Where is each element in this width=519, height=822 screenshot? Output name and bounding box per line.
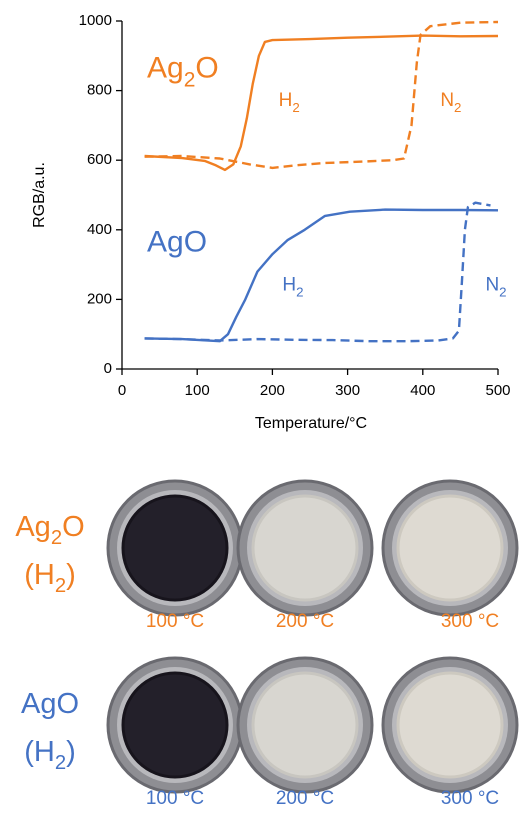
- photo-sample: [253, 673, 357, 777]
- photo-sample: [123, 496, 227, 600]
- y-tick-label: 600: [87, 151, 112, 168]
- x-tick-label: 0: [118, 382, 126, 399]
- annotation: H2: [279, 90, 300, 115]
- temperature-label: 100 °C: [146, 788, 204, 809]
- temperature-label: 300 °C: [441, 611, 499, 632]
- text-run: N: [440, 90, 454, 111]
- subscript: 2: [499, 284, 506, 299]
- temperature-label: 100 °C: [146, 611, 204, 632]
- text-run: AgO: [21, 688, 79, 720]
- x-tick-label: 200: [260, 382, 285, 399]
- y-tick-label: 800: [87, 82, 112, 99]
- text-run: H: [279, 90, 293, 111]
- y-tick-label: 400: [87, 221, 112, 238]
- text-run: O: [62, 511, 85, 543]
- temperature-label: 200 °C: [276, 611, 334, 632]
- subscript: 2: [292, 100, 299, 115]
- subscript: 2: [51, 527, 62, 549]
- row-label: AgO: [21, 688, 79, 720]
- photo-sample: [398, 673, 502, 777]
- row-label: (H2): [24, 736, 76, 775]
- subscript: 2: [184, 69, 196, 92]
- temperature-label: 300 °C: [441, 788, 499, 809]
- row-label: Ag2O: [15, 511, 84, 550]
- y-tick-label: 0: [104, 360, 112, 377]
- text-run: (H: [24, 736, 55, 768]
- y-tick-label: 1000: [79, 12, 112, 29]
- x-tick-label: 100: [185, 382, 210, 399]
- annotation: N2: [485, 274, 506, 299]
- x-axis-label: Temperature/°C: [255, 415, 367, 432]
- temperature-label: 200 °C: [276, 788, 334, 809]
- annotation: AgO: [147, 226, 207, 259]
- y-axis-label: RGB/a.u.: [31, 162, 48, 228]
- figure: Temperature/°C RGB/a.u. 0 200 400 600 800 100…: [0, 0, 519, 822]
- photo-sample: [123, 673, 227, 777]
- text-run: O: [195, 52, 218, 85]
- text-run: Ag: [15, 511, 50, 543]
- x-tick-label: 500: [485, 382, 510, 399]
- subscript: 2: [55, 575, 66, 597]
- photo-sample: [253, 496, 357, 600]
- text-run: ): [66, 736, 76, 768]
- annotation: Ag2O: [147, 52, 219, 92]
- photo-sample: [398, 496, 502, 600]
- row-label: (H2): [24, 559, 76, 598]
- text-run: N: [485, 274, 499, 295]
- y-tick-label: 200: [87, 290, 112, 307]
- text-run: ): [66, 559, 76, 591]
- text-run: (H: [24, 559, 55, 591]
- text-run: H: [282, 274, 296, 295]
- line-series: [145, 203, 491, 342]
- text-run: Ag: [147, 52, 184, 85]
- x-tick-label: 400: [410, 382, 435, 399]
- x-tick-label: 300: [335, 382, 360, 399]
- text-run: AgO: [147, 226, 207, 259]
- annotation: H2: [282, 274, 303, 299]
- annotation: N2: [440, 90, 461, 115]
- subscript: 2: [454, 100, 461, 115]
- subscript: 2: [55, 752, 66, 774]
- subscript: 2: [296, 284, 303, 299]
